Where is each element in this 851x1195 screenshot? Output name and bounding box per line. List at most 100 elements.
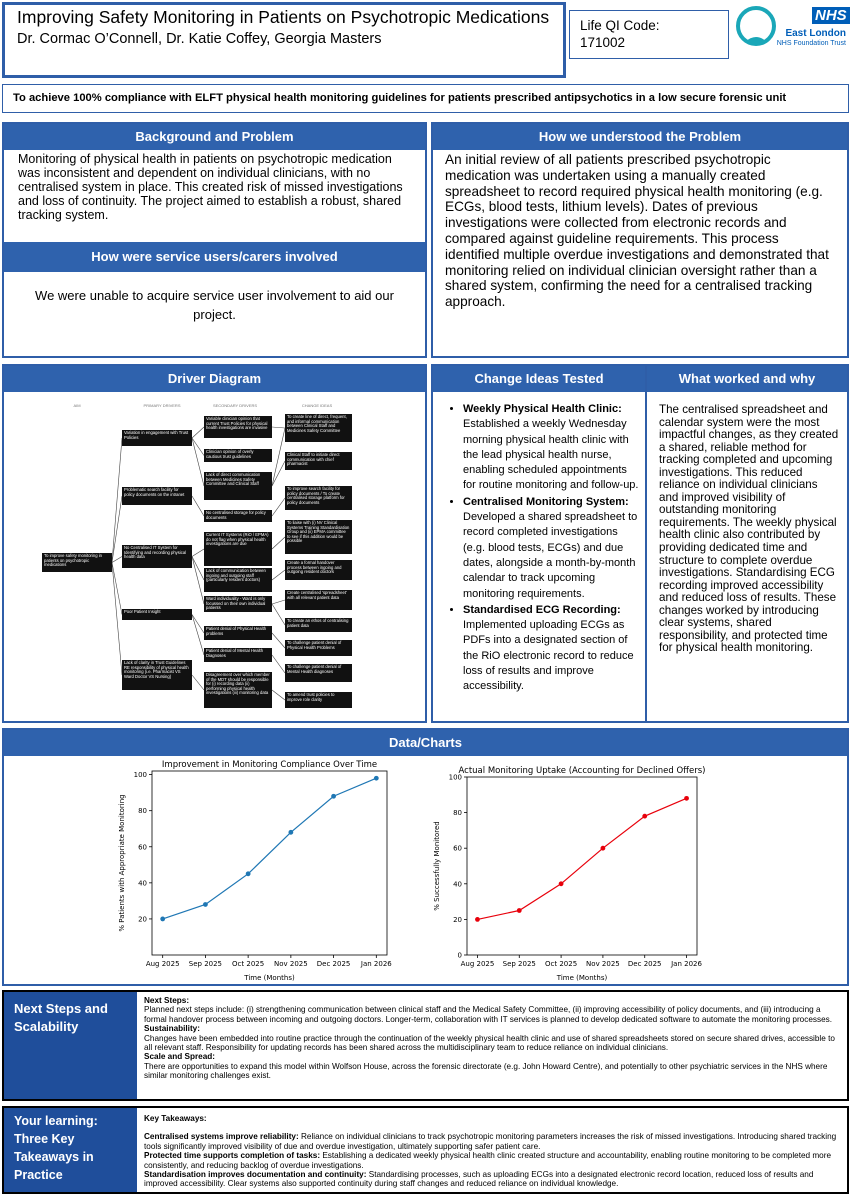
aim-node: To improve safety monitoring in patients… — [42, 553, 112, 572]
org-name: East London — [785, 28, 846, 39]
secondary-driver: Clinician opinion of overly cautious tru… — [204, 449, 272, 462]
column-header: PRIMARY DRIVERS — [143, 403, 181, 408]
y-tick-label: 80 — [138, 807, 147, 815]
primary-driver: Lack of clarity in Trust Guidelines RE r… — [122, 660, 192, 690]
y-tick-label: 80 — [453, 809, 462, 817]
plot-frame — [466, 776, 698, 956]
item-text: Developed a shared spreadsheet to record… — [463, 511, 638, 600]
change-item: Standardised ECG Recording: Implemented … — [463, 603, 639, 695]
data-section: Data/Charts Improvement in Monitoring Co… — [2, 728, 849, 986]
logo-emblem — [736, 6, 776, 46]
item-lead: Standardisation improves documentation a… — [144, 1170, 367, 1180]
y-tick-label: 40 — [453, 880, 462, 888]
x-tick-label: Aug 2025 — [146, 960, 180, 968]
change-idea: To liaise with (i) NV Clinical Systems T… — [285, 520, 352, 554]
primary-driver: Variation in engagement with Trust Polic… — [122, 430, 192, 446]
change-idea: Create a formal handover process between… — [285, 560, 352, 580]
y-tick-label: 0 — [458, 952, 462, 960]
item-text: Establishing a dedicated weekly physical… — [144, 1151, 832, 1170]
connector — [111, 562, 123, 676]
connector — [111, 562, 123, 615]
secondary-driver: Lack of communication between ingoing an… — [204, 568, 272, 592]
qi-label: Life QI Code: — [580, 18, 660, 33]
connector — [111, 495, 123, 563]
chart-title: Improvement in Monitoring Compliance Ove… — [162, 760, 377, 770]
connector — [191, 437, 205, 456]
data-line — [477, 797, 687, 920]
worked-section: What worked and why The centralised spre… — [645, 364, 849, 723]
section-heading: Driver Diagram — [4, 366, 425, 392]
y-tick-label: 60 — [453, 845, 462, 853]
connector — [191, 426, 205, 439]
item-lead: Centralised Monitoring System: — [463, 495, 629, 508]
data-point — [160, 916, 166, 922]
connector — [271, 460, 286, 487]
x-tick-label: Dec 2025 — [317, 960, 351, 968]
connector — [191, 614, 205, 634]
driver-section: Driver Diagram AIM PRIMARY DRIVERS SECONDA… — [2, 364, 427, 723]
change-idea: Create centralised 'spreadsheet' with al… — [285, 590, 352, 610]
trust-name: NHS Foundation Trust — [776, 40, 846, 47]
sub-heading: Scale and Spread: — [144, 1052, 215, 1062]
data-point — [558, 881, 564, 887]
authors: Dr. Cormac O’Connell, Dr. Katie Coffey, … — [17, 31, 382, 47]
connector — [271, 599, 286, 605]
x-tick-label: Oct 2025 — [232, 960, 264, 968]
background-section: Background and Problem Monitoring of phy… — [2, 122, 427, 358]
connector — [191, 495, 205, 517]
qi-code: 171002 — [580, 35, 626, 50]
change-idea: To improve search facility for policy do… — [285, 486, 352, 510]
connector — [271, 536, 286, 550]
secondary-driver: Patient denial of Physical Health proble… — [204, 626, 272, 640]
next-steps-section: Next Steps and Scalability Next Steps: Pl… — [2, 990, 849, 1101]
y-axis-label: % Patients with Appropriate Monitoring — [118, 794, 126, 931]
connector — [271, 497, 286, 517]
data-point — [642, 813, 648, 819]
sub-heading: Sustainability: — [144, 1024, 200, 1034]
learning-section: Your learning: Three Key Takeaways in Pr… — [2, 1106, 849, 1194]
connector — [191, 614, 205, 656]
next-steps-text: Next Steps: Planned next steps include: (… — [144, 996, 844, 1081]
secondary-driver: Ward individuality - Ward is only focuss… — [204, 596, 272, 612]
secondary-driver: Disagreement over which member of the MD… — [204, 672, 272, 708]
connector — [271, 426, 286, 429]
side-label: Next Steps and Scalability — [4, 992, 137, 1099]
x-tick-label: Aug 2025 — [461, 960, 495, 968]
section-text: The centralised spreadsheet and calendar… — [659, 403, 839, 655]
item-lead: Weekly Physical Health Clinic: — [463, 403, 622, 415]
secondary-driver: Lack of direct communication between Med… — [204, 472, 272, 500]
x-tick-label: Jan 2026 — [360, 960, 392, 968]
change-idea: To amend trust policies to improve role … — [285, 692, 352, 708]
qi-box: Life QI Code: 171002 — [569, 10, 729, 59]
column-header: AIM — [73, 403, 81, 408]
item-text: Reliance on individual clinicians to tra… — [144, 1132, 837, 1151]
side-label: Your learning: Three Key Takeaways in Pr… — [4, 1108, 137, 1192]
connector — [191, 556, 205, 581]
connector — [111, 437, 123, 563]
change-idea: To challenge patient denial of Physical … — [285, 640, 352, 656]
secondary-driver: Variable clinician opinion that current … — [204, 416, 272, 438]
data-point — [475, 917, 480, 922]
data-point — [245, 871, 251, 877]
secondary-driver: Current IT Systems (RiO / EPMA) do not f… — [204, 532, 272, 566]
column-header: SECONDARY DRIVERS — [212, 403, 258, 408]
y-tick-label: 100 — [449, 774, 462, 782]
secondary-driver: No centralised storage for policy docume… — [204, 510, 272, 522]
secondary-driver: Patient denial of Mental Health Diagnose… — [204, 648, 272, 662]
y-tick-label: 60 — [138, 843, 147, 851]
y-tick-label: 20 — [453, 916, 462, 924]
connector — [191, 556, 205, 605]
section-heading: How were service users/carers involved — [4, 242, 425, 272]
driver-diagram: AIM PRIMARY DRIVERS SECONDARY DRIVERS CHANG… — [10, 395, 422, 718]
x-tick-label: Sep 2025 — [189, 960, 222, 968]
x-tick-label: Oct 2025 — [545, 960, 577, 968]
x-axis-label: Time (Months) — [556, 974, 608, 982]
data-point — [516, 908, 522, 913]
sub-text: Changes have been embedded into routine … — [144, 1033, 835, 1053]
y-tick-label: 40 — [138, 879, 147, 887]
connector — [271, 427, 286, 487]
item-text: Implemented uploading ECGs as PDFs into … — [463, 619, 634, 693]
connector — [191, 548, 205, 557]
x-tick-label: Sep 2025 — [503, 960, 536, 968]
